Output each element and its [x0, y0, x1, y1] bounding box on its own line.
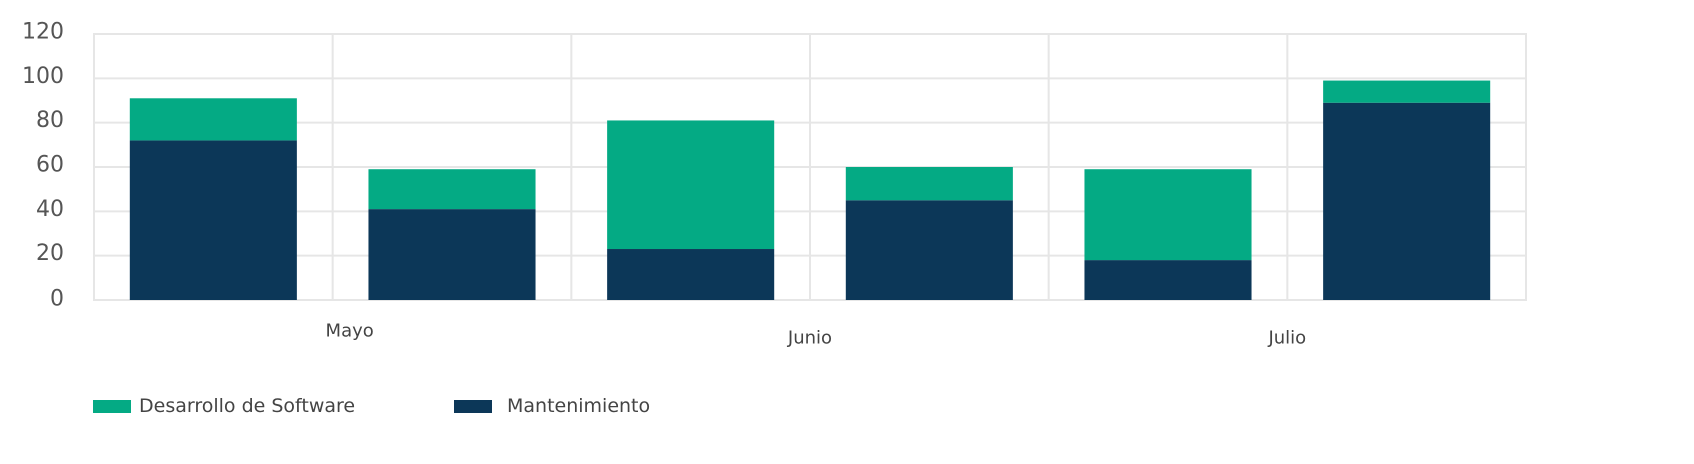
bar-segment-desarrollo-de-software	[1323, 80, 1491, 103]
bars	[129, 80, 1491, 300]
legend-swatch	[93, 400, 131, 413]
legend-item: Desarrollo de Software	[93, 395, 355, 417]
y-tick-label: 20	[36, 241, 64, 266]
y-tick-label: 120	[22, 20, 64, 45]
bar-segment-mantenimiento	[1323, 102, 1491, 300]
y-tick-label: 40	[36, 197, 64, 222]
bar-segment-desarrollo-de-software	[368, 169, 536, 210]
y-axis-ticks: 0 20 40 60 80 100 120	[22, 20, 64, 312]
grid	[93, 33, 1527, 301]
y-tick-label: 80	[36, 108, 64, 133]
x-category-label: Mayo	[326, 321, 374, 342]
x-axis-categories: Mayo Junio Julio	[326, 321, 1307, 349]
y-tick-label: 0	[50, 287, 64, 312]
x-category-label: Julio	[1267, 328, 1306, 349]
bar-segment-desarrollo-de-software	[845, 167, 1013, 201]
legend-label: Desarrollo de Software	[139, 395, 355, 417]
bar-segment-mantenimiento	[1084, 260, 1252, 300]
bar-segment-desarrollo-de-software	[1084, 169, 1252, 261]
legend-item: Mantenimiento	[454, 395, 650, 417]
bar-segment-mantenimiento	[129, 140, 297, 300]
x-category-label: Junio	[787, 328, 832, 349]
bar-segment-mantenimiento	[368, 209, 536, 300]
legend: Desarrollo de Software Mantenimiento	[93, 395, 650, 417]
bar-segment-desarrollo-de-software	[607, 120, 775, 250]
bar-segment-desarrollo-de-software	[129, 98, 297, 141]
legend-swatch	[454, 400, 492, 413]
bar-segment-mantenimiento	[607, 249, 775, 300]
legend-label: Mantenimiento	[507, 395, 650, 417]
y-tick-label: 60	[36, 153, 64, 178]
y-tick-label: 100	[22, 64, 64, 89]
bar-segment-mantenimiento	[845, 200, 1013, 300]
